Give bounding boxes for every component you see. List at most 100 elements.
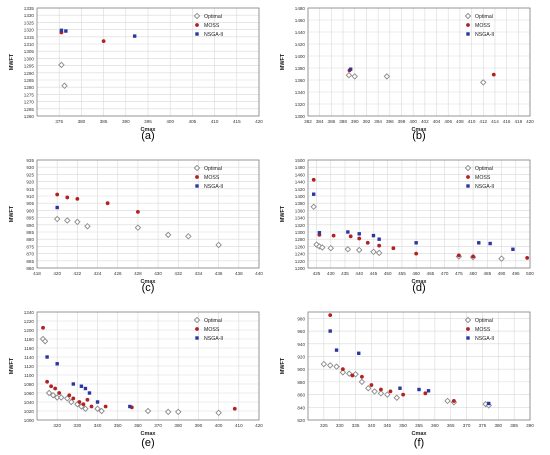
panel-caption: (c) — [142, 282, 155, 294]
plot-area — [307, 7, 531, 117]
nsga-ii-point — [511, 247, 515, 251]
optimal-point — [58, 61, 65, 69]
x-tick-label: 392 — [363, 119, 371, 124]
y-axis-title: MWFT — [280, 357, 286, 374]
legend-label: MOSS — [204, 23, 220, 29]
x-tick-label: 360 — [431, 423, 439, 428]
optimal-point — [365, 384, 372, 392]
moss-point — [105, 201, 110, 206]
nsga-ii-point — [132, 34, 137, 38]
x-tick-label: 460 — [412, 271, 420, 276]
chart-panel-1: 1260 1265 1270 1275 1280 1285 1290 1295 1300 1305… — [9, 6, 263, 142]
y-tick-label: 1360 — [295, 208, 306, 213]
y-tick-label: 1325 — [24, 20, 35, 25]
moss-point — [67, 393, 72, 398]
optimal-point — [371, 388, 378, 395]
legend-moss-marker — [195, 23, 199, 27]
y-tick-label: 1480 — [295, 6, 306, 11]
plot-area — [307, 311, 531, 421]
y-tick-label: 1320 — [295, 102, 306, 107]
moss-point — [369, 383, 374, 387]
y-tick-label: 860 — [297, 393, 305, 398]
x-tick-label: 450 — [384, 271, 392, 276]
x-tick-label: 470 — [441, 271, 449, 276]
x-tick-label: 465 — [427, 271, 435, 276]
optimal-point — [333, 363, 340, 370]
x-tick-label: 422 — [74, 271, 82, 276]
y-tick-label: 1320 — [295, 223, 306, 228]
x-tick-label: 438 — [235, 271, 243, 276]
x-tick-label: 370 — [463, 423, 471, 428]
moss-point — [423, 391, 428, 396]
optimal-point — [345, 71, 353, 79]
legend-label: NSGA-II — [475, 336, 494, 342]
moss-point — [71, 396, 76, 401]
x-tick-label: 408 — [456, 119, 464, 124]
x-tick-label: 380 — [494, 423, 502, 428]
optimal-point — [383, 73, 391, 80]
y-axis-title: MWFT — [280, 53, 286, 70]
x-tick-label: 445 — [370, 271, 378, 276]
y-tick-label: 1100 — [24, 373, 34, 378]
chart-panel-3: 860 865 870 875 880 885 890 895 900 905 910 915 920 9… — [9, 158, 263, 294]
x-tick-label: 416 — [503, 119, 511, 124]
y-tick-label: 900 — [26, 208, 34, 213]
nsga-ii-point — [477, 241, 481, 245]
optimal-point — [320, 360, 328, 368]
nsga-ii-point — [487, 401, 491, 406]
y-tick-label: 1120 — [24, 364, 34, 369]
moss-point — [77, 400, 82, 404]
y-tick-label: 1300 — [295, 114, 306, 119]
x-tick-label: 402 — [421, 119, 429, 124]
x-tick-label: 495 — [512, 271, 520, 276]
optimal-point — [375, 249, 383, 257]
moss-point — [357, 236, 362, 241]
moss-point — [340, 367, 345, 372]
nsga-ii-point — [64, 29, 68, 33]
nsga-ii-point — [357, 232, 361, 236]
y-tick-label: 880 — [297, 380, 305, 385]
legend-label: NSGA-II — [204, 32, 223, 38]
x-tick-label: 455 — [398, 271, 406, 276]
moss-point — [350, 373, 355, 378]
y-tick-label: 1400 — [295, 54, 306, 59]
moss-point — [57, 391, 62, 395]
moss-point — [311, 177, 316, 182]
optimal-point — [185, 233, 192, 240]
x-tick-label: 360 — [134, 423, 142, 428]
moss-point — [53, 386, 58, 391]
x-axis-title: Cmax — [412, 279, 428, 285]
y-tick-label: 900 — [297, 367, 305, 372]
nsga-ii-point — [55, 205, 59, 210]
y-axis-title: MWFT — [9, 53, 15, 70]
optimal-point — [393, 394, 401, 402]
y-tick-label: 820 — [297, 418, 305, 423]
optimal-point — [384, 391, 391, 398]
legend-optimal-marker — [193, 164, 201, 172]
y-tick-label: 840 — [297, 405, 305, 410]
y-tick-label: 1340 — [295, 90, 306, 95]
y-tick-label: 1240 — [295, 252, 306, 257]
optimal-point — [144, 407, 152, 415]
nsga-ii-point — [311, 192, 316, 196]
moss-point — [55, 192, 60, 197]
x-tick-label: 430 — [154, 271, 162, 276]
legend-label: Optimal — [204, 166, 222, 172]
nsga-ii-point — [45, 355, 49, 359]
x-tick-label: 485 — [483, 271, 491, 276]
x-tick-label: 325 — [320, 423, 328, 428]
x-tick-label: 400 — [409, 119, 417, 124]
optimal-point — [370, 248, 377, 256]
nsga-ii-point — [334, 348, 339, 352]
optimal-point — [68, 398, 75, 406]
nsga-ii-point — [346, 230, 350, 234]
optimal-point — [64, 217, 71, 224]
y-tick-label: 1400 — [295, 194, 306, 199]
moss-point — [103, 404, 108, 409]
optimal-point — [94, 405, 101, 412]
moss-point — [471, 254, 475, 259]
y-tick-label: 1315 — [24, 35, 35, 40]
x-tick-label: 432 — [174, 271, 182, 276]
legend-moss-marker — [466, 327, 470, 331]
y-tick-label: 1330 — [24, 13, 35, 18]
